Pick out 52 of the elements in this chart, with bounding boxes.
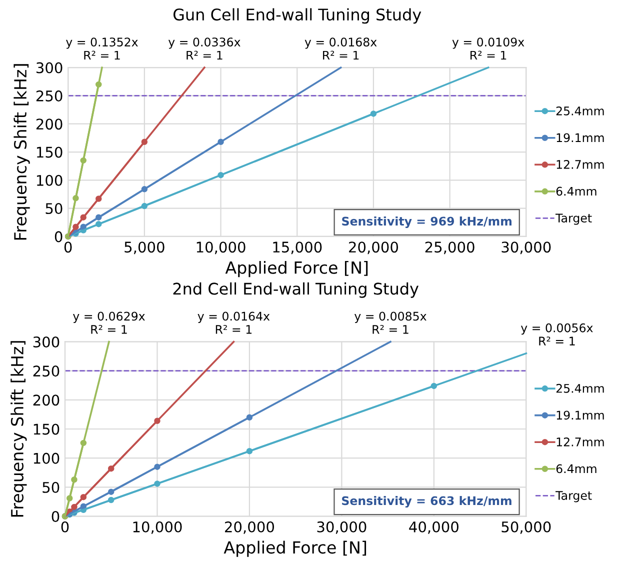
x-tick-label: 10,000 bbox=[196, 242, 246, 254]
y-tick-label: 150 bbox=[36, 146, 62, 158]
legend-label: 25.4mm bbox=[556, 384, 604, 393]
annotation: y = 0.0056x R² = 1 bbox=[520, 323, 593, 346]
annotation: y = 0.0109x R² = 1 bbox=[452, 38, 524, 60]
x-tick-label: 10,000 bbox=[133, 521, 182, 534]
y-axis-title: Frequency Shift [kHz] bbox=[14, 64, 30, 240]
legend-label: Target bbox=[555, 214, 592, 225]
y-tick-label: 150 bbox=[34, 424, 60, 435]
y-tick-label: 0 bbox=[52, 510, 60, 522]
legend-label: 19.1mm bbox=[556, 410, 604, 420]
legend-label: 25.4mm bbox=[556, 106, 604, 116]
legend-label: 6.4mm bbox=[556, 464, 596, 474]
x-tick-label: 20,000 bbox=[349, 242, 398, 254]
annotation: y = 0.0168x R² = 1 bbox=[304, 38, 377, 60]
annotation: y = 0.0629x R² = 1 bbox=[73, 312, 145, 334]
x-tick-label: 50,000 bbox=[502, 521, 551, 534]
annotation: y = 0.1352x R² = 1 bbox=[66, 38, 138, 60]
x-tick-label: 15,000 bbox=[273, 242, 322, 254]
x-tick-label: 5,000 bbox=[124, 242, 164, 254]
y-tick-label: 300 bbox=[36, 62, 62, 74]
legend-label: 19.1mm bbox=[556, 133, 604, 142]
annotation: Sensitivity = 969 kHz/mm bbox=[342, 216, 512, 228]
chart-title: 2nd Cell End-wall Tuning Study bbox=[173, 282, 419, 298]
x-tick-label: 20,000 bbox=[225, 521, 274, 534]
y-tick-label: 250 bbox=[33, 366, 60, 377]
y-tick-label: 300 bbox=[33, 336, 60, 348]
legend-label: Target bbox=[556, 491, 592, 502]
legend-label: 12.7mm bbox=[556, 437, 604, 446]
legend-label: 12.7mm bbox=[556, 160, 604, 169]
x-tick-label: 0 bbox=[64, 242, 72, 253]
y-tick-label: 100 bbox=[34, 452, 60, 464]
x-tick-label: 30,000 bbox=[317, 521, 366, 534]
annotation: y = 0.0164x R² = 1 bbox=[198, 312, 270, 334]
y-tick-label: 250 bbox=[36, 90, 62, 102]
annotation: y = 0.0336x R² = 1 bbox=[168, 38, 240, 60]
x-tick-label: 25,000 bbox=[425, 242, 474, 254]
legend-label: 6.4mm bbox=[556, 186, 596, 196]
y-axis-title: Frequency Shift [kHz] bbox=[10, 341, 27, 517]
x-tick-label: 30,000 bbox=[502, 242, 551, 254]
y-tick-label: 100 bbox=[36, 174, 62, 186]
y-tick-label: 50 bbox=[46, 203, 62, 214]
x-axis-title: Applied Force [N] bbox=[224, 540, 366, 557]
y-tick-label: 0 bbox=[54, 231, 62, 242]
x-tick-label: 40,000 bbox=[409, 521, 458, 534]
y-tick-label: 200 bbox=[33, 394, 60, 406]
chart-title: Gun Cell End-wall Tuning Study bbox=[174, 8, 422, 24]
annotation: Sensitivity = 663 kHz/mm bbox=[342, 496, 512, 508]
x-axis-title: Applied Force [N] bbox=[225, 260, 368, 278]
annotation: y = 0.0085x R² = 1 bbox=[354, 312, 426, 334]
y-tick-label: 200 bbox=[36, 118, 62, 130]
y-tick-label: 50 bbox=[42, 482, 60, 493]
